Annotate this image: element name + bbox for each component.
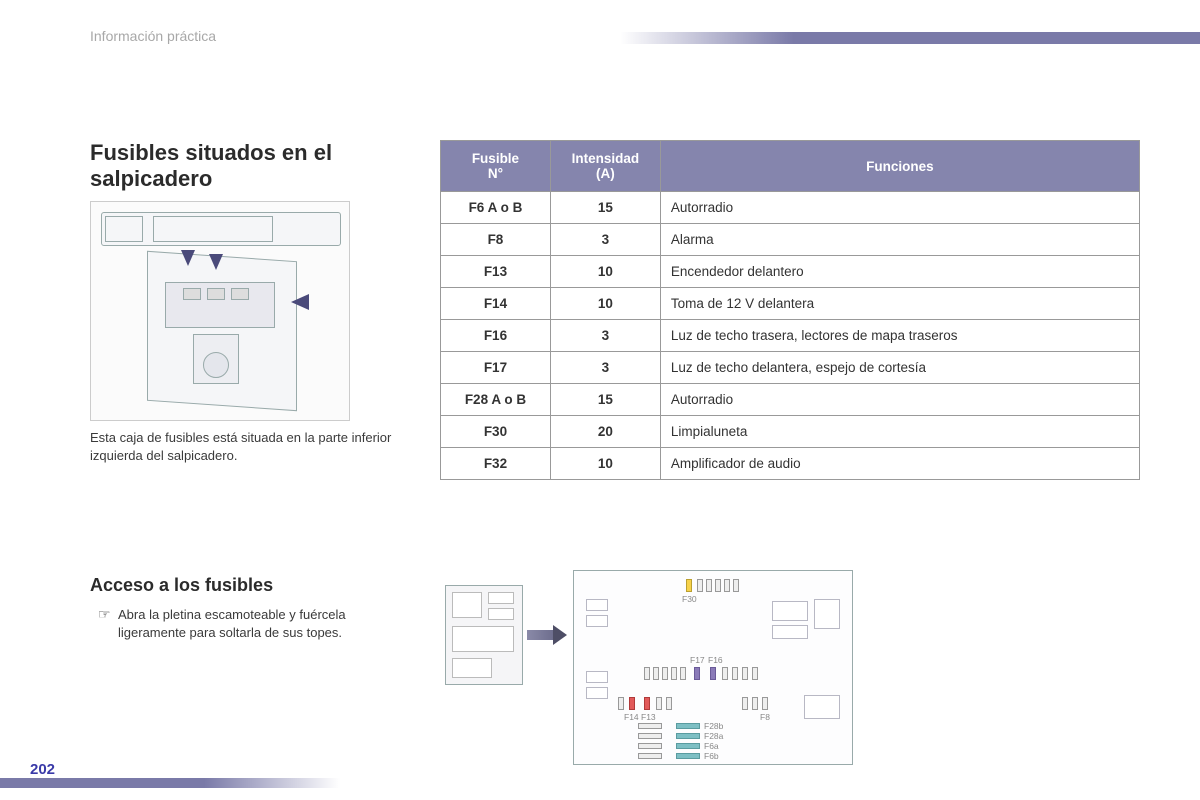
cell-amps: 3 xyxy=(550,320,660,352)
label-f6b: F6b xyxy=(704,751,719,761)
page-content: Fusibles situados en el salpicadero Esta… xyxy=(90,140,1140,643)
cell-fuse: F14 xyxy=(441,288,551,320)
cell-amps: 10 xyxy=(550,448,660,480)
right-column: Fusible N° Intensidad (A) Funciones F6 A… xyxy=(440,140,1140,480)
arrow-icon xyxy=(209,254,223,270)
dashboard-illustration xyxy=(90,201,350,421)
cell-amps: 15 xyxy=(550,384,660,416)
col-header-func: Funciones xyxy=(660,141,1139,192)
access-bullet: ☞ Abra la pletina escamoteable y fuércel… xyxy=(98,606,410,642)
cell-fuse: F28 A o B xyxy=(441,384,551,416)
label-f28b: F28b xyxy=(704,721,723,731)
access-subtitle: Acceso a los fusibles xyxy=(90,575,410,596)
cell-amps: 3 xyxy=(550,352,660,384)
cell-amps: 10 xyxy=(550,288,660,320)
cell-fuse: F13 xyxy=(441,256,551,288)
cell-function: Encendedor delantero xyxy=(660,256,1139,288)
cell-function: Autorradio xyxy=(660,384,1139,416)
arrow-icon xyxy=(527,625,567,645)
cell-function: Luz de techo delantera, espejo de cortes… xyxy=(660,352,1139,384)
fusebox-large-icon: F30 F17 F16 F14 F13 F8 xyxy=(573,570,853,765)
access-instruction: Abra la pletina escamoteable y fuércela … xyxy=(118,606,410,642)
cell-fuse: F32 xyxy=(441,448,551,480)
cell-amps: 10 xyxy=(550,256,660,288)
cell-fuse: F6 A o B xyxy=(441,192,551,224)
bottom-stripe xyxy=(0,778,340,788)
cell-function: Amplificador de audio xyxy=(660,448,1139,480)
label-f8: F8 xyxy=(760,712,770,722)
table-row: F1310Encendedor delantero xyxy=(441,256,1140,288)
cell-fuse: F8 xyxy=(441,224,551,256)
table-row: F173Luz de techo delantera, espejo de co… xyxy=(441,352,1140,384)
table-row: F163Luz de techo trasera, lectores de ma… xyxy=(441,320,1140,352)
arrow-icon xyxy=(291,294,309,310)
table-row: F3020Limpialuneta xyxy=(441,416,1140,448)
label-f6a: F6a xyxy=(704,741,719,751)
page-title: Fusibles situados en el salpicadero xyxy=(90,140,410,193)
col-header-amps: Intensidad (A) xyxy=(550,141,660,192)
label-f16: F16 xyxy=(708,655,723,665)
table-header-row: Fusible N° Intensidad (A) Funciones xyxy=(441,141,1140,192)
table-row: F83Alarma xyxy=(441,224,1140,256)
page-number: 202 xyxy=(30,761,55,778)
cell-function: Toma de 12 V delantera xyxy=(660,288,1139,320)
label-f14: F14 xyxy=(624,712,639,722)
cell-function: Luz de techo trasera, lectores de mapa t… xyxy=(660,320,1139,352)
fusebox-diagram: F30 F17 F16 F14 F13 F8 xyxy=(445,570,865,770)
description-text: Esta caja de fusibles está situada en la… xyxy=(90,429,410,465)
cell-fuse: F17 xyxy=(441,352,551,384)
label-f17: F17 xyxy=(690,655,705,665)
label-f30: F30 xyxy=(682,594,697,604)
cell-function: Alarma xyxy=(660,224,1139,256)
cell-amps: 20 xyxy=(550,416,660,448)
label-f28a: F28a xyxy=(704,731,723,741)
cell-amps: 15 xyxy=(550,192,660,224)
fusebox-small-icon xyxy=(445,585,523,685)
table-row: F6 A o B15Autorradio xyxy=(441,192,1140,224)
label-f13: F13 xyxy=(641,712,656,722)
top-stripe xyxy=(620,32,1200,44)
arrow-icon xyxy=(181,250,195,266)
col-header-fuse: Fusible N° xyxy=(441,141,551,192)
table-row: F28 A o B15Autorradio xyxy=(441,384,1140,416)
left-column: Fusibles situados en el salpicadero Esta… xyxy=(90,140,410,643)
cell-fuse: F16 xyxy=(441,320,551,352)
pointing-hand-icon: ☞ xyxy=(98,606,118,642)
fuse-table: Fusible N° Intensidad (A) Funciones F6 A… xyxy=(440,140,1140,480)
cell-function: Limpialuneta xyxy=(660,416,1139,448)
cell-function: Autorradio xyxy=(660,192,1139,224)
section-header-label: Información práctica xyxy=(90,28,216,44)
table-row: F3210Amplificador de audio xyxy=(441,448,1140,480)
cell-amps: 3 xyxy=(550,224,660,256)
cell-fuse: F30 xyxy=(441,416,551,448)
table-row: F1410Toma de 12 V delantera xyxy=(441,288,1140,320)
